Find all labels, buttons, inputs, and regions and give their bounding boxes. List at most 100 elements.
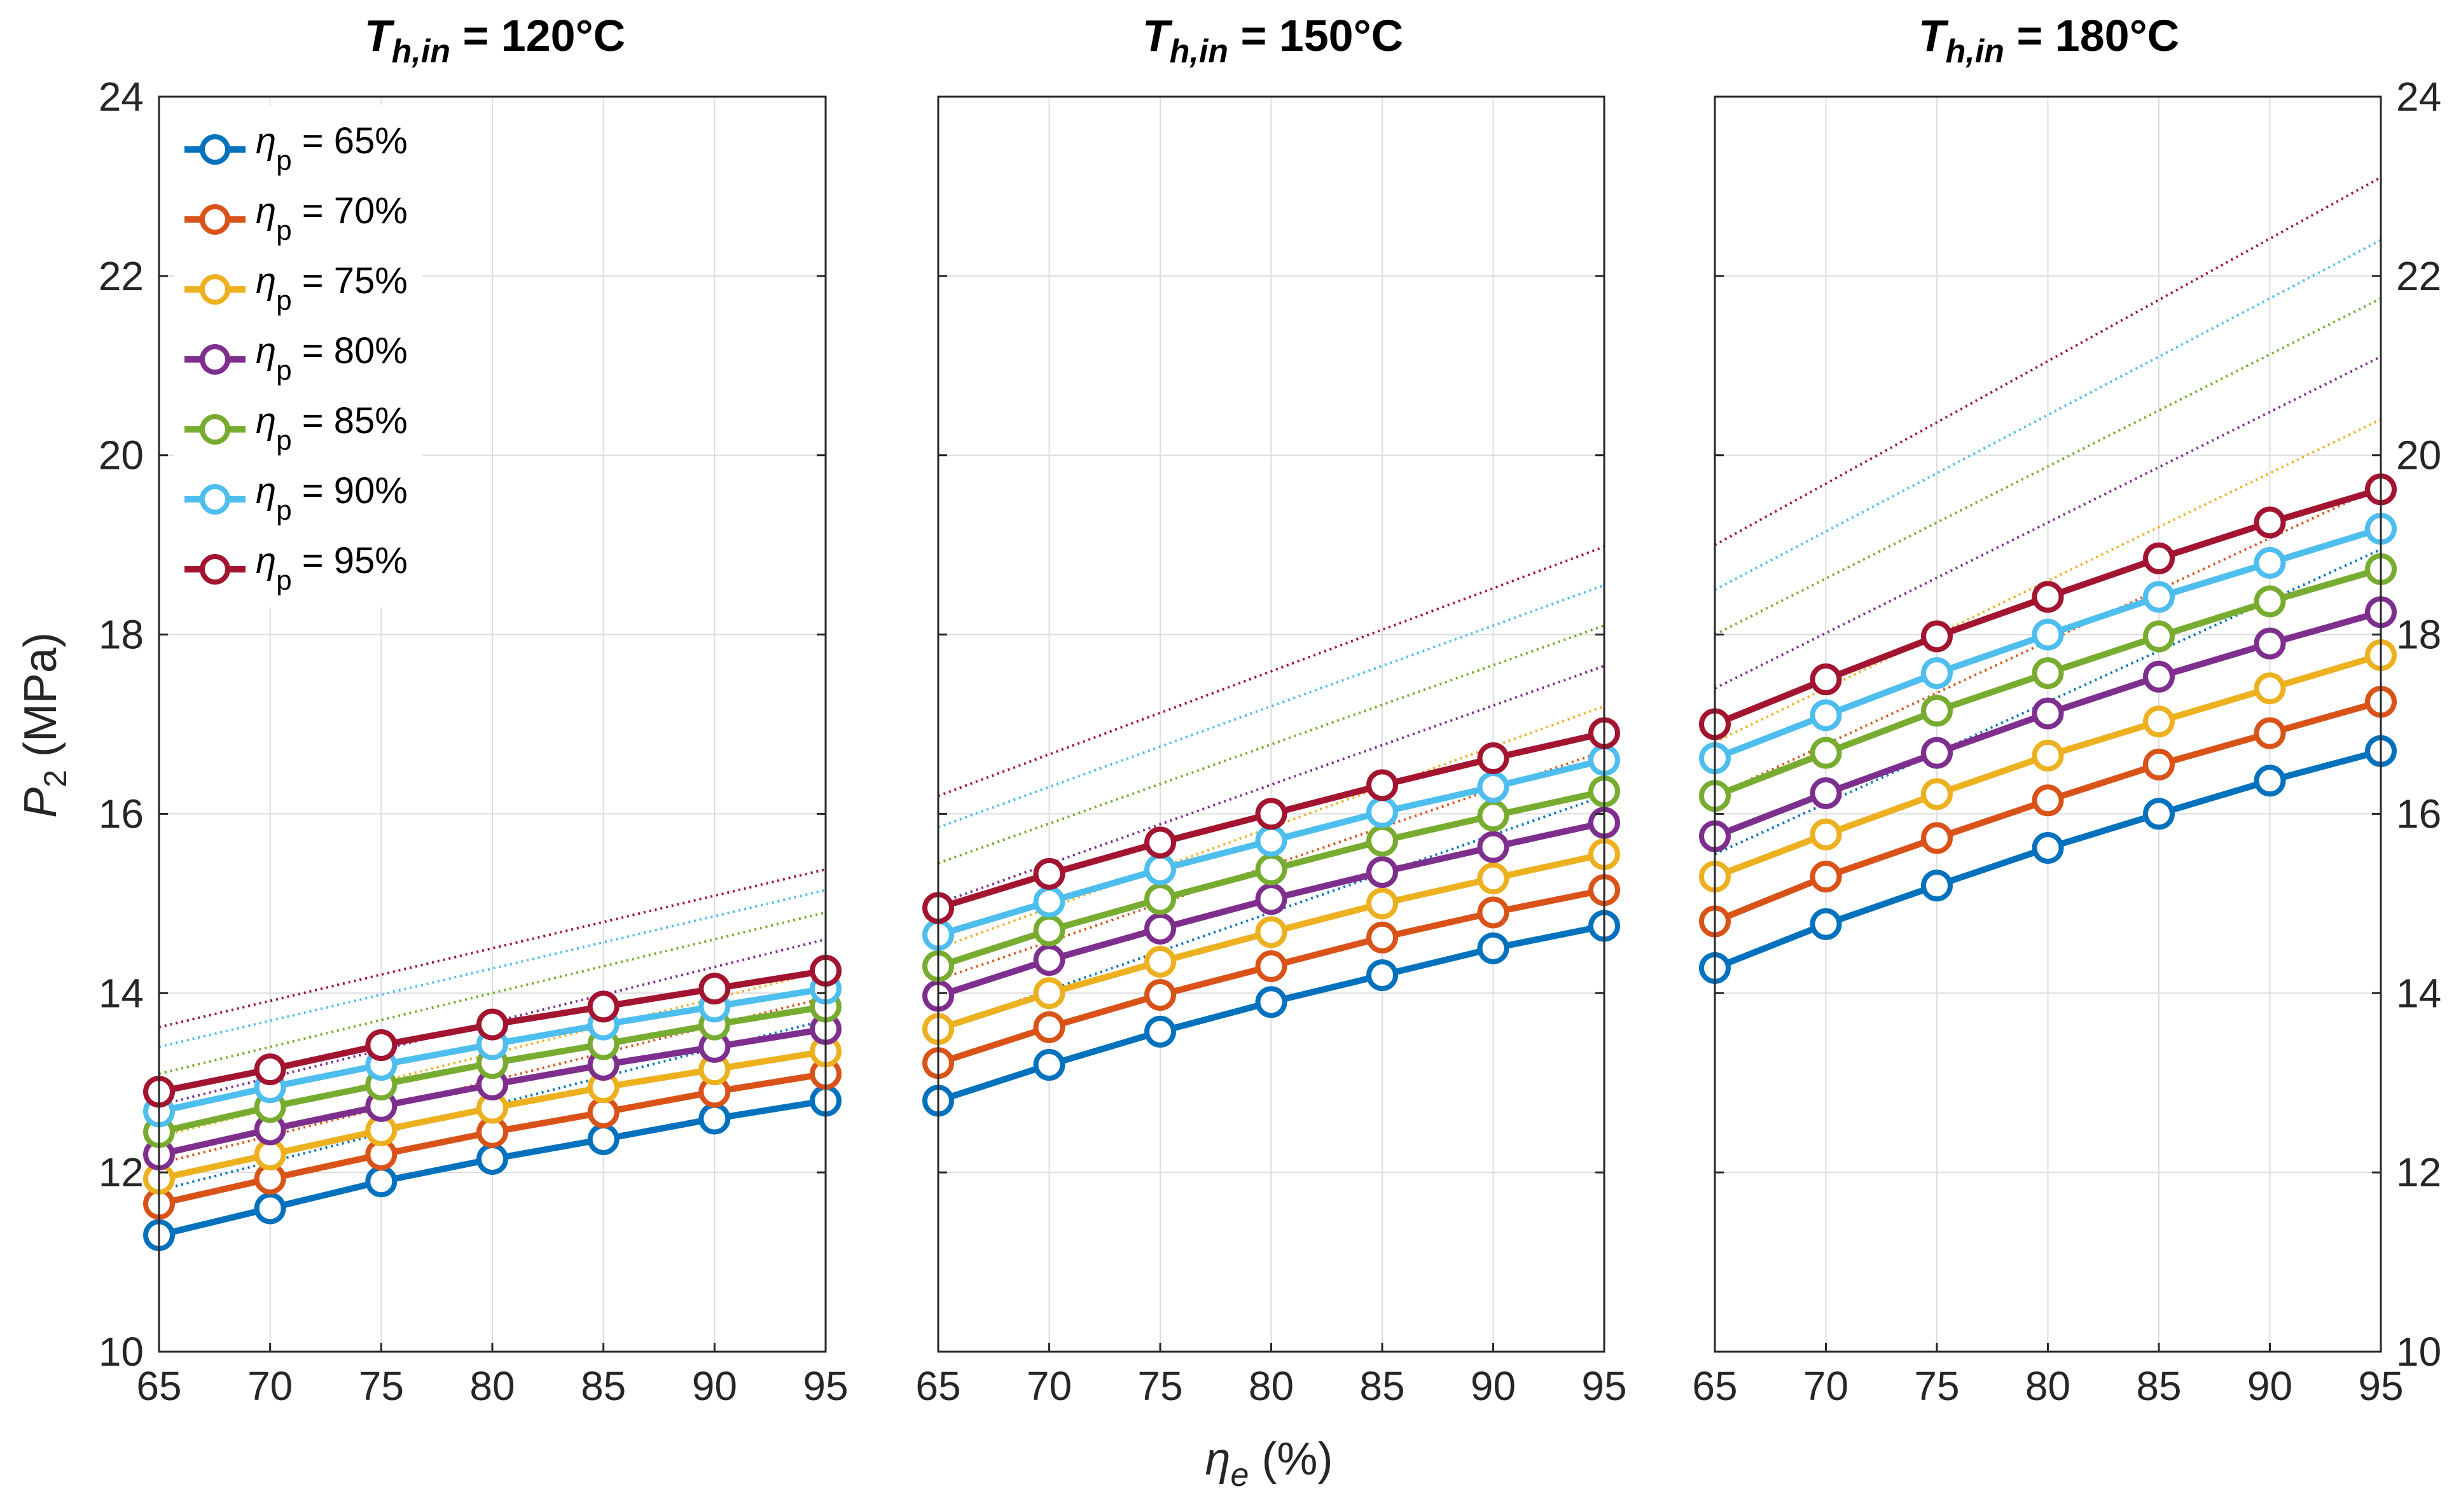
y-axis-label-unit: (MPa)	[15, 632, 66, 770]
reference-line-5	[1714, 297, 2381, 636]
legend-label: = 70%	[292, 190, 408, 232]
legend-entry-7: ηp = 95%	[256, 540, 408, 596]
series-7-point	[1810, 663, 1842, 696]
legend-entry-3: ηp = 75%	[256, 260, 408, 316]
legend-subscript: p	[276, 495, 291, 526]
series-1-point	[587, 1123, 620, 1155]
x-tick-label: 70	[1027, 1363, 1072, 1409]
y-tick-label-left: 14	[99, 970, 144, 1016]
series-6-point	[2254, 546, 2286, 579]
series-2-point	[1921, 822, 1953, 854]
reference-line-7	[1714, 176, 2381, 546]
x-tick-label: 75	[1914, 1363, 1959, 1409]
series-6-point	[1255, 824, 1287, 857]
legend-symbol: η	[256, 330, 276, 371]
series-6-point	[1477, 771, 1509, 803]
legend-label: = 80%	[292, 330, 408, 371]
panel-2: 65 70 75 80 85 90 95	[915, 95, 1627, 1409]
series-7-point	[476, 1008, 508, 1041]
series-7-point	[365, 1029, 398, 1062]
legend-label: = 85%	[292, 400, 408, 441]
panel-title-2-var: T	[1142, 11, 1173, 60]
legend-entry-1: ηp = 65%	[256, 120, 408, 176]
series-1-point	[2254, 765, 2286, 797]
series-5-point	[1144, 883, 1176, 915]
series-6-point	[2143, 581, 2175, 613]
x-tick-label: 65	[136, 1363, 181, 1409]
y-tick-label-right: 10	[2396, 1329, 2441, 1375]
series-7-point	[1255, 798, 1287, 830]
series-4-point	[1144, 912, 1176, 945]
series-2-point	[1144, 979, 1176, 1011]
legend-entry-2: ηp = 70%	[256, 190, 408, 246]
panel-title-2-value: = 150°C	[1228, 11, 1403, 60]
series-1-point	[1366, 959, 1398, 992]
panel-title-2-sub: h,in	[1170, 33, 1228, 70]
x-tick-label: 95	[1581, 1363, 1626, 1409]
series-5-point	[1033, 914, 1065, 947]
x-tick-label: 70	[1803, 1363, 1848, 1409]
y-tick-label-left: 22	[99, 253, 144, 299]
x-tick-label: 80	[1249, 1363, 1294, 1409]
series-3-point	[1033, 977, 1065, 1009]
x-tick-label: 80	[469, 1363, 515, 1409]
y-tick-label-right: 24	[2396, 74, 2441, 120]
y-tick-label-left: 20	[99, 433, 144, 478]
series-3-point	[1144, 945, 1176, 978]
series-3-point	[1921, 778, 1953, 810]
series-6-point	[1810, 699, 1842, 732]
legend-symbol: η	[256, 120, 276, 162]
x-tick-label: 95	[2358, 1363, 2403, 1409]
x-tick-label: 70	[247, 1363, 293, 1409]
legend-symbol: η	[256, 400, 276, 441]
legend-symbol: η	[256, 260, 276, 302]
y-tick-label-right: 16	[2396, 791, 2441, 836]
y-tick-label-right: 18	[2396, 612, 2441, 658]
series-5-point	[2032, 657, 2064, 690]
legend-entry-5: ηp = 85%	[256, 400, 408, 456]
x-tick-label: 80	[2025, 1363, 2070, 1409]
series-4-point	[2254, 627, 2286, 660]
y-tick-label-left: 16	[99, 791, 144, 836]
series-1-point	[2143, 798, 2175, 830]
x-tick-label: 90	[2247, 1363, 2292, 1409]
y-tick-label-left: 24	[99, 74, 144, 120]
series-2-point	[1810, 861, 1842, 893]
series-1-point	[1255, 986, 1287, 1018]
series-3-point	[1477, 862, 1509, 894]
panel-title-1-var: T	[364, 11, 395, 60]
series-3-point	[2254, 672, 2286, 705]
x-tick-label: 65	[1692, 1363, 1737, 1409]
series-4-point	[2143, 660, 2175, 693]
x-tick-label: 85	[1359, 1363, 1404, 1409]
series-1-point	[476, 1143, 508, 1176]
x-axis-label-unit: (%)	[1249, 1434, 1333, 1485]
legend: ηp = 65%ηp = 70%ηp = 75%ηp = 80%ηp = 85%…	[174, 105, 422, 607]
y-tick-label-right: 14	[2396, 970, 2441, 1016]
x-tick-label: 90	[1471, 1363, 1516, 1409]
series-1-point	[365, 1165, 398, 1198]
series-5-point	[1921, 695, 1953, 727]
y-tick-label-left: 18	[99, 612, 144, 658]
panel-title-1: Th,in = 120°C	[364, 11, 625, 70]
legend-swatch-marker	[200, 484, 230, 515]
series-4-point	[1921, 737, 1953, 769]
series-7-point	[2143, 542, 2175, 574]
y-tick-label-right: 20	[2396, 433, 2441, 478]
series-5-point	[1477, 800, 1509, 832]
series-7-point	[1144, 826, 1176, 859]
series-7-point	[254, 1053, 286, 1086]
reference-line-6	[938, 584, 1605, 829]
series-5-point	[1255, 853, 1287, 885]
legend-label: = 75%	[292, 260, 408, 302]
series-3-point	[1366, 887, 1398, 920]
series-5-point	[2143, 620, 2175, 653]
panel-title-1-value: = 120°C	[450, 11, 625, 60]
reference-line-4	[1714, 355, 2381, 690]
series-7-point	[1921, 620, 1953, 653]
y-axis-label-symbol: P	[15, 787, 66, 818]
legend-subscript: p	[276, 215, 291, 246]
series-1-point	[1033, 1049, 1065, 1081]
